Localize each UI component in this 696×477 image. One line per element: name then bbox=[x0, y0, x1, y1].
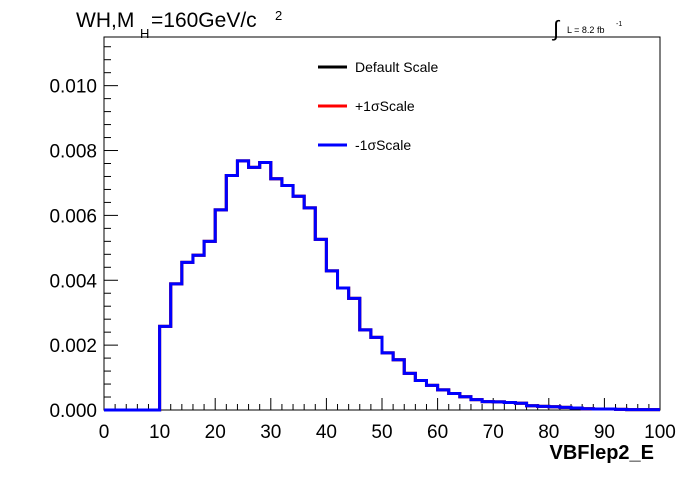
x-tick-label: 20 bbox=[205, 422, 226, 443]
y-tick-label: 0.004 bbox=[49, 271, 97, 292]
title-value: =160GeV/c bbox=[151, 9, 257, 32]
x-tick-label: 100 bbox=[644, 422, 676, 443]
luminosity-label: ∫ L = 8.2 fb -1 bbox=[551, 16, 622, 41]
x-tick-label: 80 bbox=[538, 422, 559, 443]
chart-title: WH,M H =160GeV/c 2 bbox=[76, 8, 282, 41]
legend-label-plus1sigma: +1σScale bbox=[355, 98, 415, 114]
x-tick-label: 40 bbox=[316, 422, 337, 443]
y-tick-label: 0.006 bbox=[49, 206, 97, 227]
y-tick-label: 0.002 bbox=[49, 336, 97, 357]
integral-icon: ∫ bbox=[551, 16, 561, 41]
x-tick-label: 0 bbox=[99, 422, 110, 443]
title-superscript: 2 bbox=[275, 8, 282, 23]
series-layer bbox=[104, 159, 660, 412]
legend: Default Scale +1σScale -1σScale bbox=[318, 59, 438, 153]
legend-label-default: Default Scale bbox=[355, 59, 438, 75]
x-tick-label: 70 bbox=[483, 422, 504, 443]
luminosity-text: L = 8.2 fb bbox=[567, 25, 604, 35]
histogram-series-minus1sigma bbox=[104, 159, 660, 412]
y-tick-label: 0.008 bbox=[49, 142, 97, 163]
y-tick-label: 0.000 bbox=[49, 401, 97, 422]
x-tick-label: 90 bbox=[594, 422, 615, 443]
x-tick-label: 10 bbox=[149, 422, 170, 443]
y-tick-label: 0.010 bbox=[49, 77, 97, 98]
x-tick-label: 50 bbox=[371, 422, 392, 443]
legend-label-minus1sigma: -1σScale bbox=[355, 137, 411, 153]
luminosity-superscript: -1 bbox=[616, 21, 622, 28]
y-axis: 0.000 0.002 0.004 0.006 0.008 0.010 bbox=[49, 46, 118, 422]
x-axis-label: VBFlep2_E bbox=[550, 442, 654, 464]
x-axis: 0 10 20 30 40 50 60 70 80 90 100 bbox=[99, 398, 676, 443]
x-tick-label: 60 bbox=[427, 422, 448, 443]
title-subscript: H bbox=[140, 26, 149, 41]
x-tick-label: 30 bbox=[260, 422, 281, 443]
title-main: WH,M bbox=[76, 9, 134, 32]
